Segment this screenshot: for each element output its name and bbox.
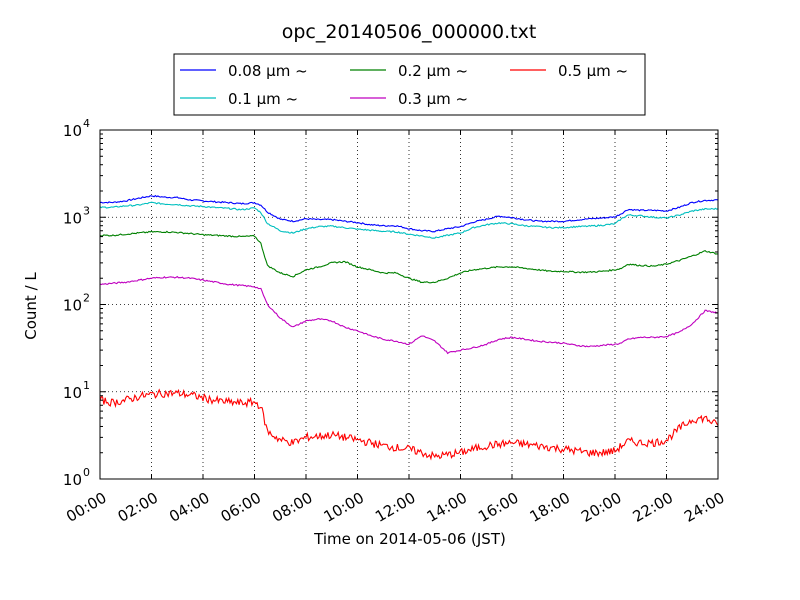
- y-tick-exponent: 1: [83, 379, 90, 392]
- legend-label-0: 0.08 μm ~: [228, 62, 308, 80]
- legend-label-4: 0.5 μm ~: [558, 62, 628, 80]
- y-tick-label: 10: [63, 384, 82, 402]
- y-tick-exponent: 4: [83, 117, 90, 130]
- y-tick-exponent: 2: [83, 292, 90, 305]
- chart-title: opc_20140506_000000.txt: [282, 21, 537, 43]
- y-tick-label: 10: [63, 471, 82, 489]
- legend-label-3: 0.3 μm ~: [398, 90, 468, 108]
- series-line-1: [99, 201, 719, 239]
- x-axis-label: Time on 2014-05-06 (JST): [313, 530, 506, 548]
- series-line-4: [99, 388, 719, 461]
- legend-box: [173, 53, 646, 116]
- y-tick-label: 10: [63, 209, 82, 227]
- series-line-0: [99, 194, 719, 233]
- y-tick-label: 10: [63, 297, 82, 315]
- y-tick-exponent: 0: [83, 466, 90, 479]
- legend-label-2: 0.2 μm ~: [398, 62, 468, 80]
- y-tick-exponent: 3: [83, 204, 90, 217]
- legend-label-1: 0.1 μm ~: [228, 90, 298, 108]
- y-axis-label: Count / L: [22, 272, 40, 340]
- legend: 0.08 μm ~ 0.1 μm ~ 0.2 μm ~ 0.3 μm ~ 0.5 μm …: [173, 53, 646, 116]
- series-line-3: [99, 275, 719, 355]
- series-line-2: [99, 230, 718, 284]
- y-tick-label: 10: [63, 122, 82, 140]
